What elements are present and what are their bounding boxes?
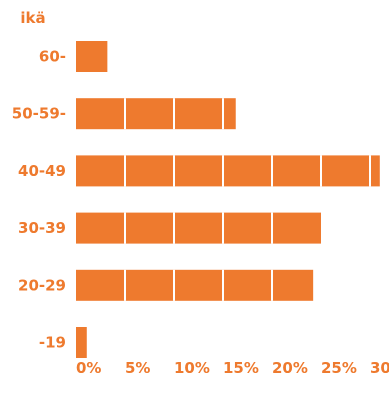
category-label: 60- [39, 48, 66, 66]
bar--19 [76, 327, 87, 358]
x-tick-label: 5% [125, 359, 150, 377]
x-tick-label: 30% [370, 359, 389, 377]
x-tick-label: 25% [321, 359, 357, 377]
category-label: 40-49 [18, 162, 66, 180]
category-label: 30-39 [18, 219, 66, 237]
x-tick-label: 0% [76, 359, 101, 377]
category-labels-group: 60- 50-59- 40-49 30-39 20-29 -19 [12, 48, 66, 352]
x-tick-labels-group: 0% 5% 10% 15% 20% 25% 30% [76, 359, 389, 377]
category-label: 50-59- [12, 105, 66, 123]
bars-group [76, 41, 380, 358]
bar-20-29 [76, 269, 314, 301]
x-tick-label: 20% [272, 359, 308, 377]
bar-60- [76, 41, 108, 72]
x-tick-label: 15% [223, 359, 259, 377]
category-label: -19 [39, 334, 66, 352]
category-label: 20-29 [18, 276, 66, 294]
bar-30-39 [76, 212, 321, 244]
x-tick-label: 10% [174, 359, 210, 377]
bar-40-49 [76, 155, 380, 187]
bar-50-59- [76, 98, 236, 130]
chart-title: ikä [20, 9, 45, 27]
